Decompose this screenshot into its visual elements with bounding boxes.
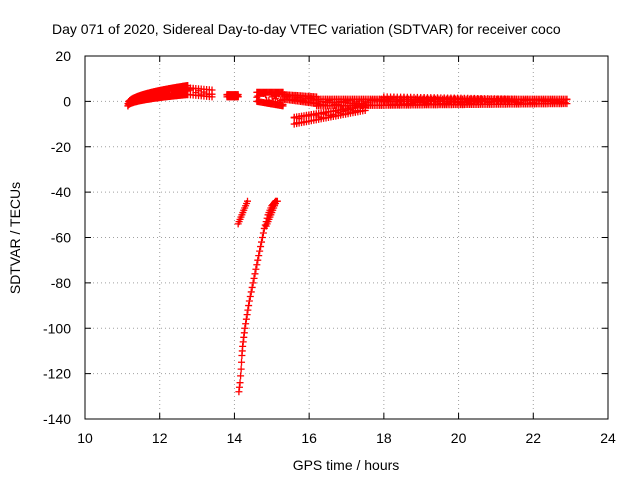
data-point <box>241 324 249 332</box>
y-tick-label: -60 <box>51 230 71 246</box>
data-point <box>208 90 216 98</box>
x-tick-label: 22 <box>525 430 541 446</box>
data-point <box>246 292 254 300</box>
data-point <box>256 247 264 255</box>
data-point <box>245 297 253 305</box>
data-point <box>272 199 280 207</box>
axis-ticks: 10 12 14 16 18 20 22 24 -140 -120 -100 -80 -60 -40 -20… <box>43 48 616 446</box>
data-point <box>253 261 261 269</box>
data-point <box>251 270 259 278</box>
y-axis-label: SDTVAR / TECUs <box>7 182 23 294</box>
data-point <box>255 252 263 260</box>
data-point <box>252 265 260 273</box>
data-point <box>563 96 571 104</box>
y-tick-label: 20 <box>55 48 71 64</box>
data-point <box>258 234 266 241</box>
x-axis-label: GPS time / hours <box>293 457 400 473</box>
data-point <box>237 365 245 373</box>
x-tick-label: 16 <box>301 430 317 446</box>
y-tick-label: -20 <box>51 139 71 155</box>
data-point <box>258 238 266 246</box>
data-point <box>245 302 253 310</box>
data-point <box>284 93 292 101</box>
data-point <box>233 91 241 99</box>
data-point <box>249 279 257 287</box>
data-point <box>243 311 251 319</box>
data-point <box>242 315 250 323</box>
data-points <box>124 81 571 396</box>
chart-title: Day 071 of 2020, Sidereal Day-to-day VTE… <box>52 21 561 37</box>
data-point <box>259 229 267 237</box>
data-point <box>511 97 519 105</box>
x-tick-label: 12 <box>152 430 168 446</box>
y-tick-label: -140 <box>43 411 71 427</box>
data-point <box>257 243 265 251</box>
data-point <box>242 320 250 328</box>
y-tick-label: -80 <box>51 275 71 291</box>
x-tick-label: 20 <box>451 430 467 446</box>
data-point <box>234 93 242 101</box>
y-tick-label: -120 <box>43 366 71 382</box>
data-point <box>490 96 498 104</box>
data-point <box>236 379 244 387</box>
data-point <box>501 96 509 104</box>
x-tick-label: 14 <box>227 430 243 446</box>
data-point <box>237 372 245 380</box>
data-point <box>244 306 252 314</box>
x-tick-label: 18 <box>376 430 392 446</box>
y-tick-label: -40 <box>51 184 71 200</box>
data-point <box>254 256 262 264</box>
x-tick-label: 10 <box>77 430 93 446</box>
data-point <box>387 94 395 102</box>
data-point <box>244 197 252 205</box>
y-tick-label: -100 <box>43 320 71 336</box>
data-point <box>507 96 515 104</box>
data-point <box>250 274 258 282</box>
x-tick-label: 24 <box>600 430 616 446</box>
y-tick-label: 0 <box>63 93 71 109</box>
data-point <box>247 288 255 296</box>
data-point <box>248 283 256 291</box>
data-point <box>238 358 246 366</box>
